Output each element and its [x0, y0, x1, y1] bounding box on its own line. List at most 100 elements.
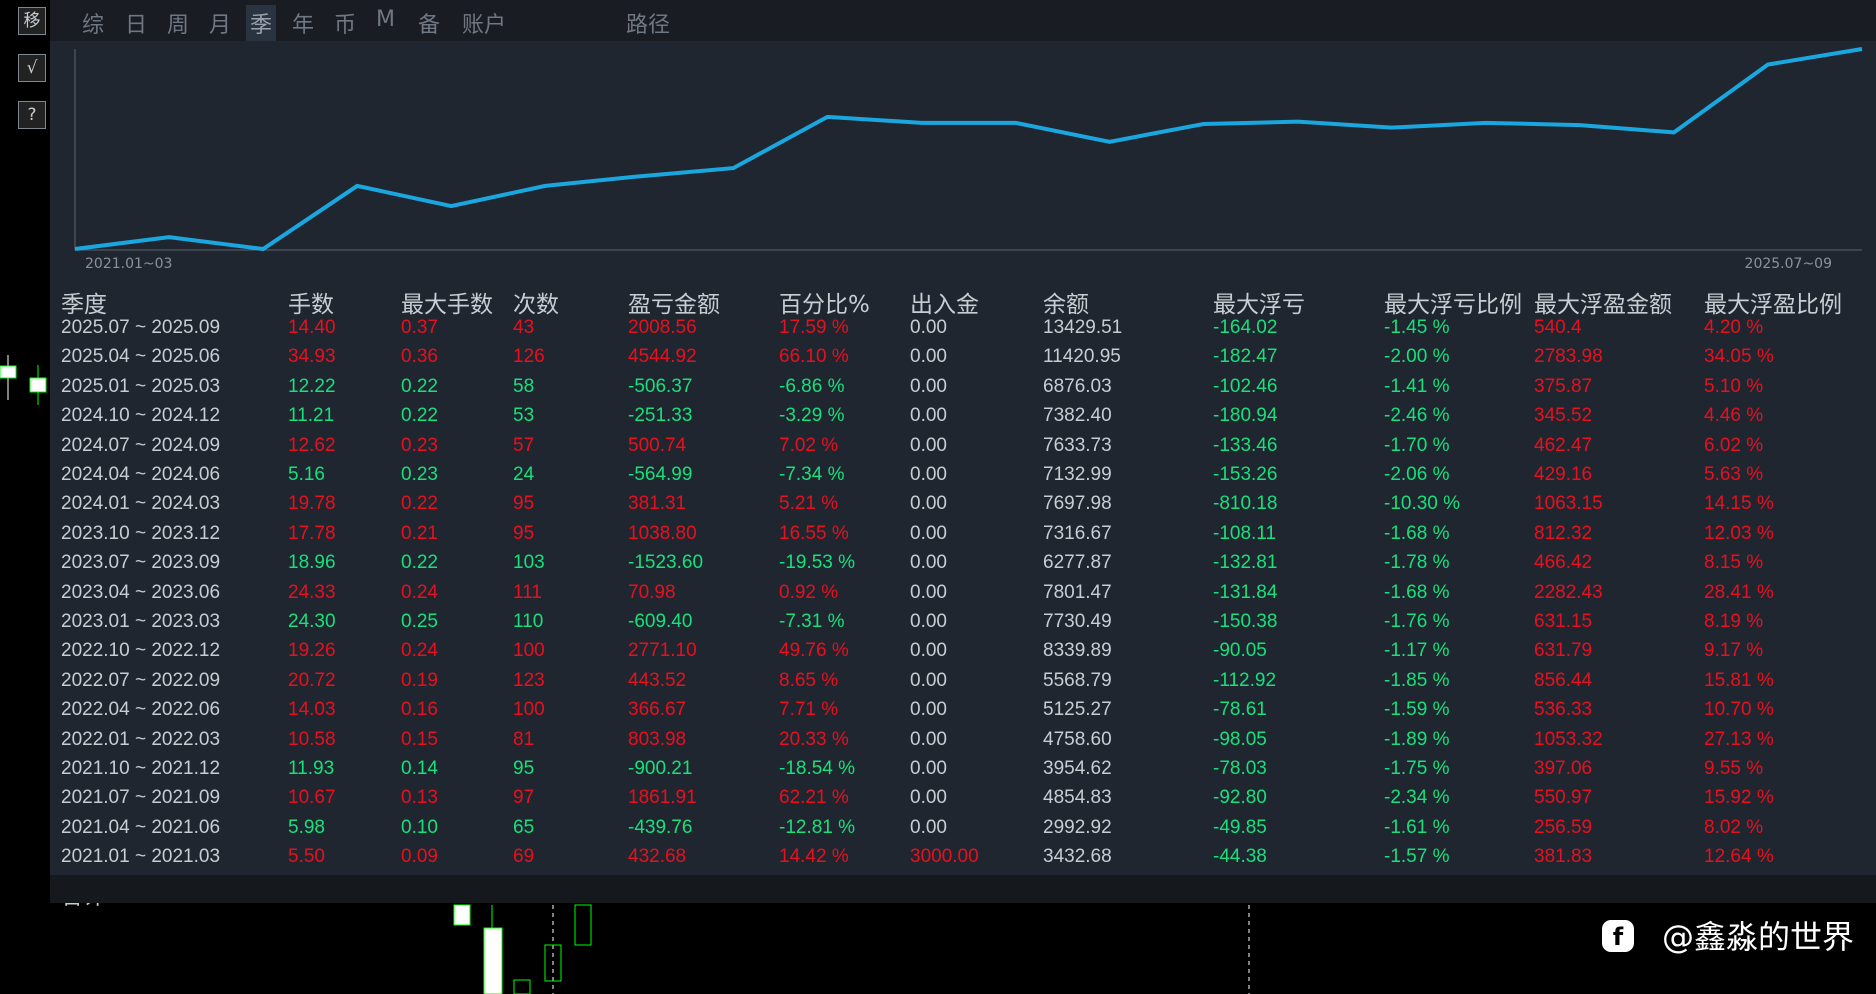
table-cell: 0.23	[401, 464, 438, 485]
table-cell: 5.10 %	[1704, 375, 1764, 397]
table-cell: 66.10 %	[779, 346, 849, 368]
tab[interactable]: 月	[209, 13, 232, 38]
table-cell: -1.57 %	[1384, 846, 1450, 868]
x-start-label: 2021.01~03	[85, 256, 172, 272]
tab[interactable]: 季	[246, 5, 277, 41]
table-cell: 3432.68	[1043, 846, 1112, 868]
tab[interactable]: 综	[82, 13, 105, 38]
table-cell: 2024.04 ~ 2024.06	[61, 464, 221, 485]
table-cell: -12.81 %	[779, 816, 856, 838]
tab[interactable]: 路径	[626, 13, 671, 38]
table-cell: -131.84	[1213, 581, 1278, 603]
table-cell: -2.34 %	[1384, 787, 1450, 809]
table-cell: 15.92 %	[1704, 787, 1774, 809]
table-cell: 12.64 %	[1704, 846, 1774, 868]
table-cell: -180.94	[1213, 405, 1278, 427]
table-cell: 34.93	[288, 346, 336, 368]
table-cell: 2021.01 ~ 2021.03	[61, 846, 221, 868]
table-cell: 9.17 %	[1704, 640, 1764, 662]
table-cell: -1.45 %	[1384, 317, 1450, 338]
table-cell: 432.68	[628, 846, 687, 868]
table-cell: 7633.73	[1043, 434, 1112, 456]
tab[interactable]: 账户	[462, 13, 507, 38]
table-cell: -102.46	[1213, 375, 1278, 397]
side-button[interactable]: 移	[18, 7, 46, 35]
candle	[513, 979, 531, 994]
table-cell: 4854.83	[1043, 787, 1112, 809]
table-cell: 631.79	[1534, 640, 1593, 662]
table-cell: 15.81 %	[1704, 669, 1774, 691]
table-cell: 19.78	[288, 493, 336, 515]
table-cell: 466.42	[1534, 552, 1593, 574]
table-cell: -1523.60	[628, 552, 704, 574]
table-cell: 0.13	[401, 787, 438, 809]
table-cell: 110	[513, 611, 544, 632]
table-cell: 1861.91	[628, 787, 697, 809]
table-cell: 0.22	[401, 552, 438, 574]
table-cell: 0.24	[401, 640, 438, 662]
table-cell: 0.25	[401, 611, 438, 632]
table-cell: 2008.56	[628, 317, 697, 338]
table-cell: 0.00	[910, 493, 947, 515]
table-cell: 0.23	[401, 434, 438, 456]
table-cell: -78.03	[1213, 758, 1267, 779]
table-cell: -1.41 %	[1384, 375, 1450, 397]
table-cell: 0.19	[401, 669, 438, 691]
table-cell: 7316.67	[1043, 522, 1112, 544]
table-cell: 0.00	[910, 787, 947, 809]
table-cell: 24.33	[288, 581, 336, 603]
table-cell: 812.32	[1534, 522, 1593, 544]
table-cell: 0.22	[401, 493, 438, 515]
table-cell: 0.36	[401, 346, 438, 368]
table-cell: -1.61 %	[1384, 816, 1450, 838]
table-cell: -44.38	[1213, 846, 1267, 868]
table-cell: 397.06	[1534, 758, 1593, 779]
table-cell: 0.09	[401, 846, 438, 868]
table-cell: 8.65 %	[779, 669, 839, 691]
table-cell: -133.46	[1213, 434, 1278, 456]
table-cell: 12.62	[288, 434, 336, 456]
table-cell: 5.63 %	[1704, 464, 1764, 485]
table-cell: 0.00	[910, 581, 947, 603]
table-cell: 540.4	[1534, 317, 1582, 338]
table-cell: 5568.79	[1043, 669, 1112, 691]
table-cell: 7801.47	[1043, 581, 1112, 603]
table-cell: 65	[513, 816, 535, 838]
table-cell: 2023.01 ~ 2023.03	[61, 611, 221, 632]
tab[interactable]: 年	[292, 13, 315, 38]
tab[interactable]: 币	[334, 13, 357, 38]
table-cell: 2025.04 ~ 2025.06	[61, 346, 221, 368]
table-cell: 49.76 %	[779, 640, 849, 662]
column-header: 次数	[513, 292, 559, 318]
tab[interactable]: 日	[125, 13, 148, 38]
table-cell: 0.22	[401, 375, 438, 397]
table-cell: 2025.01 ~ 2025.03	[61, 375, 221, 397]
table-cell: 5.98	[288, 816, 325, 838]
side-button[interactable]: √	[18, 54, 46, 82]
table-cell: 19.26	[288, 640, 336, 662]
candle	[0, 365, 17, 379]
table-cell: 5.21 %	[779, 493, 839, 515]
table-cell: 5125.27	[1043, 699, 1112, 721]
table-cell: 24.30	[288, 611, 336, 632]
table-cell: 2783.98	[1534, 346, 1603, 368]
table-cell: -10.30 %	[1384, 493, 1461, 515]
table-cell: 100	[513, 699, 545, 721]
table-cell: -112.92	[1213, 669, 1277, 691]
side-button[interactable]: ?	[18, 101, 46, 129]
table-cell: 57	[513, 434, 535, 456]
table-cell: 2022.07 ~ 2022.09	[61, 669, 221, 691]
table-cell: 95	[513, 758, 535, 779]
table-cell: 2024.07 ~ 2024.09	[61, 434, 221, 456]
tab[interactable]: 周	[167, 13, 190, 38]
column-header: 出入金	[910, 292, 979, 318]
table-cell: 0.14	[401, 758, 438, 779]
table-cell: 0.00	[910, 375, 947, 397]
table-cell: 16.55 %	[779, 522, 849, 544]
table-cell: 103	[513, 552, 545, 574]
table-cell: 53	[513, 405, 535, 427]
tab[interactable]: 备	[418, 13, 441, 38]
tab[interactable]: M	[376, 7, 395, 32]
table-cell: 2022.04 ~ 2022.06	[61, 699, 221, 721]
